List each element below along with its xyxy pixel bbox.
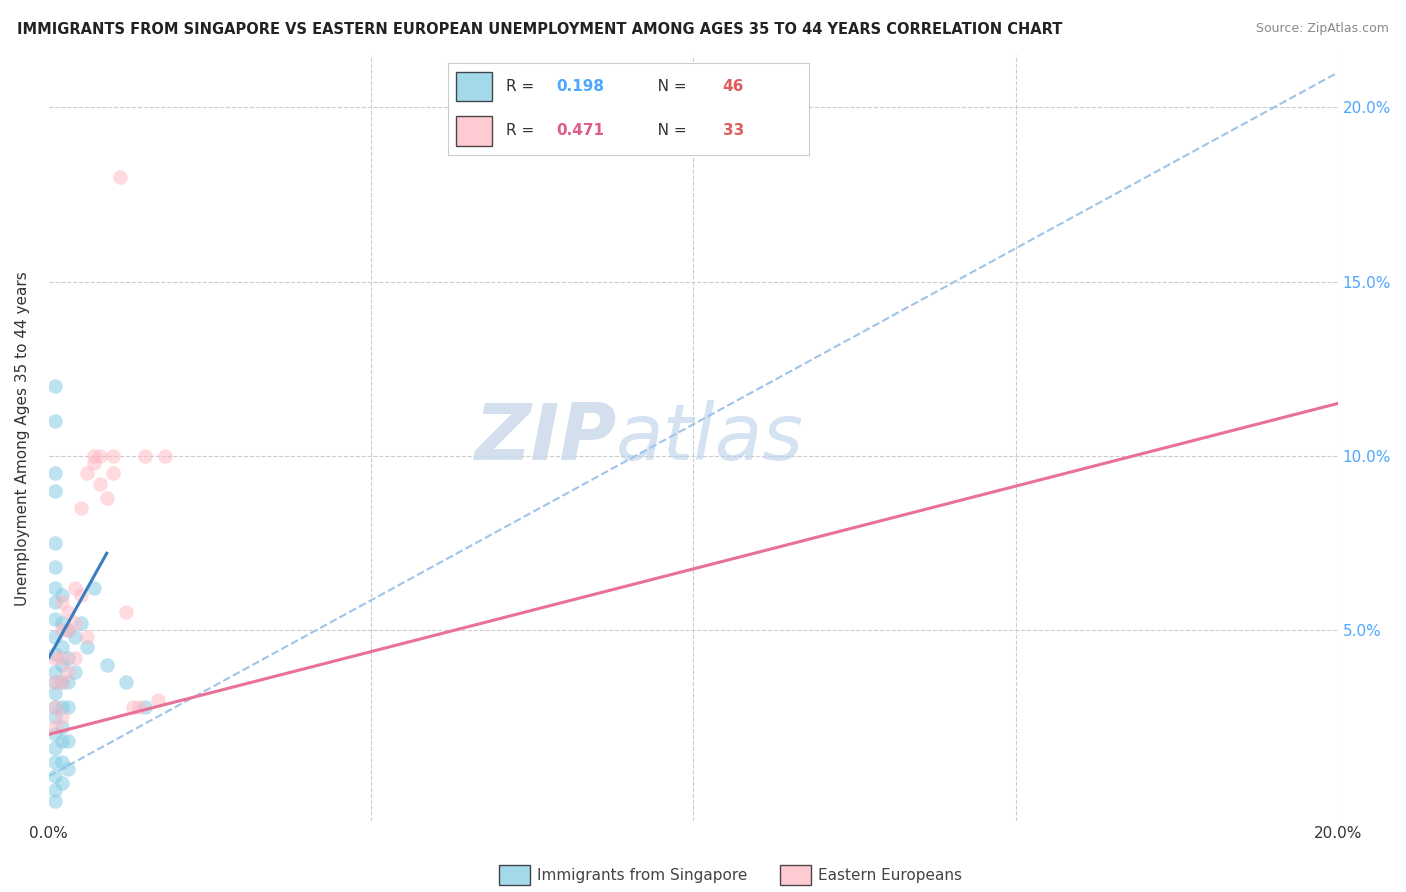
Point [76,640,98,655]
Point [44,675,66,690]
Point [70,615,93,630]
Point [44,581,66,595]
Point [134,449,156,463]
Point [148,692,170,706]
Point [51,776,73,790]
Point [44,699,66,714]
Point [76,466,98,480]
Point [51,623,73,637]
Point [56,675,79,690]
Point [44,783,66,797]
Point [63,650,86,665]
Text: Eastern Europeans: Eastern Europeans [818,868,962,882]
Point [51,734,73,748]
Point [153,449,176,463]
Text: ZIP: ZIP [474,401,616,476]
Point [44,483,66,498]
Text: Source: ZipAtlas.com: Source: ZipAtlas.com [1256,22,1389,36]
Point [44,630,66,644]
Point [51,650,73,665]
Point [44,685,66,699]
Text: IMMIGRANTS FROM SINGAPORE VS EASTERN EUROPEAN UNEMPLOYMENT AMONG AGES 35 TO 44 Y: IMMIGRANTS FROM SINGAPORE VS EASTERN EUR… [17,22,1063,37]
Point [51,640,73,655]
Point [51,756,73,770]
Point [63,630,86,644]
Point [44,741,66,756]
Y-axis label: Unemployment Among Ages 35 to 44 years: Unemployment Among Ages 35 to 44 years [15,271,30,606]
Point [51,588,73,602]
Point [51,615,73,630]
Point [108,169,131,184]
Point [70,500,93,515]
Point [121,699,143,714]
Point [56,665,79,679]
Point [44,612,66,626]
Text: Immigrants from Singapore: Immigrants from Singapore [537,868,748,882]
Point [128,699,150,714]
Point [63,615,86,630]
Point [44,665,66,679]
Point [115,675,138,690]
Point [115,606,138,620]
Point [44,756,66,770]
Point [103,449,125,463]
Point [44,710,66,724]
Point [134,699,156,714]
Point [51,657,73,672]
Point [44,720,66,734]
Point [51,595,73,609]
Point [103,466,125,480]
Point [44,675,66,690]
Point [96,491,118,505]
Point [89,476,111,491]
Point [44,414,66,428]
Point [83,456,105,470]
Text: atlas: atlas [616,401,804,476]
Point [44,727,66,741]
Point [63,581,86,595]
Point [51,710,73,724]
Point [56,734,79,748]
Point [44,699,66,714]
Point [83,581,105,595]
Point [96,657,118,672]
Point [44,466,66,480]
Point [56,762,79,776]
Point [56,699,79,714]
Point [56,650,79,665]
Point [83,449,105,463]
Point [44,769,66,783]
Point [44,560,66,574]
Point [44,793,66,807]
Point [44,595,66,609]
Point [44,536,66,550]
Point [56,623,79,637]
Point [56,623,79,637]
Point [56,606,79,620]
Point [51,720,73,734]
Point [51,699,73,714]
Point [44,379,66,393]
Point [44,650,66,665]
Point [70,588,93,602]
Point [44,647,66,661]
Point [51,675,73,690]
Point [63,665,86,679]
Point [89,449,111,463]
Point [51,675,73,690]
Point [76,630,98,644]
